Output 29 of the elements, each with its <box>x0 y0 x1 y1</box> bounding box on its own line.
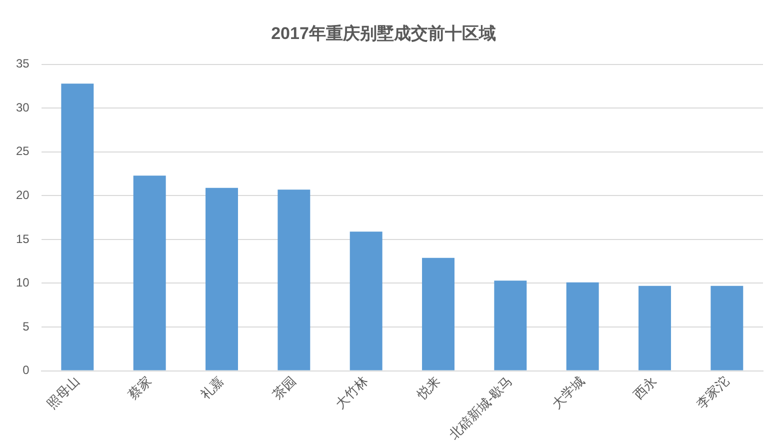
bar <box>206 188 238 370</box>
x-tick-label: 李家沱 <box>693 373 732 412</box>
bar <box>350 232 382 370</box>
x-tick-label: 西永 <box>630 373 660 402</box>
bar <box>422 258 454 370</box>
bar <box>638 286 671 370</box>
bar <box>133 176 166 370</box>
bar <box>710 286 744 370</box>
x-tick-label: 悦来 <box>413 373 443 404</box>
x-tick-label: 礼嘉 <box>197 373 226 402</box>
x-tick-label: 大竹林 <box>332 373 371 412</box>
y-tick-label: 10 <box>16 276 30 290</box>
x-tick-label: 蔡家 <box>125 373 154 402</box>
y-tick-label: 35 <box>16 56 30 71</box>
bar <box>278 190 310 370</box>
x-tick-label: 茶园 <box>270 373 299 402</box>
bar <box>61 84 94 370</box>
x-tick-label: 北碚新城-歇马 <box>446 373 516 442</box>
x-tick-label: 照母山 <box>44 373 82 412</box>
y-tick-label: 15 <box>16 232 30 246</box>
bar <box>494 280 527 370</box>
y-tick-label: 0 <box>22 363 30 378</box>
y-tick-label: 5 <box>22 319 30 334</box>
x-tick-label: 大学城 <box>549 373 588 412</box>
y-tick-label: 30 <box>16 100 30 114</box>
bar <box>566 282 599 370</box>
y-tick-label: 25 <box>16 144 30 158</box>
chart-title: 2017年重庆别墅成交前十区域 <box>271 24 496 43</box>
y-tick-label: 20 <box>16 188 30 202</box>
